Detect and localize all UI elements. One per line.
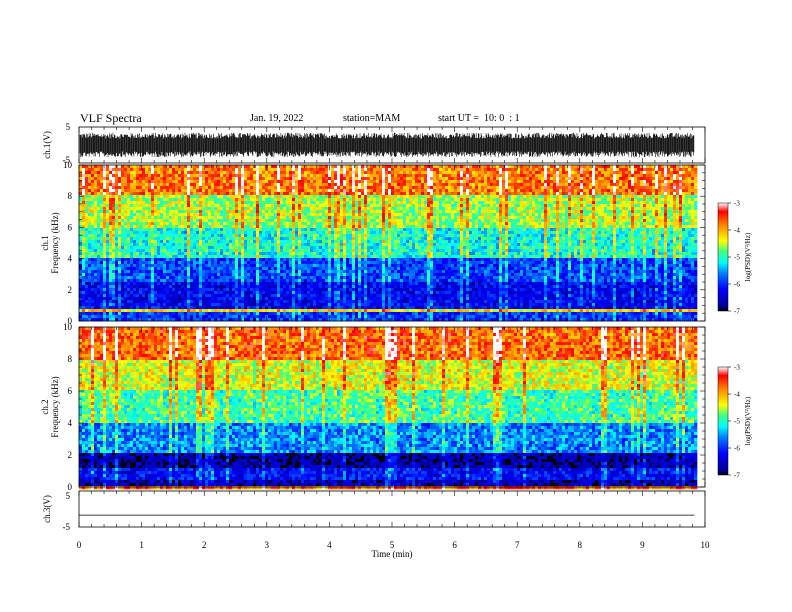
start-time-label: start UT = 10: 0 : 1 (438, 113, 520, 124)
time-axis-label: Time (min) (372, 549, 413, 559)
colorbar-ch1-gradient (717, 202, 729, 312)
colorbar-tick-label: -6 (734, 281, 740, 289)
time-tick-label: 9 (640, 540, 645, 550)
waveform-ch3-panel: 5 -5 ch.3(V) 0 1 2 3 4 5 6 7 8 9 10 Time (min) (42, 490, 710, 559)
spectrogram-ytick-label: 0 (68, 482, 73, 492)
spectrogram-ch2-channel-label: ch.2 (40, 399, 50, 414)
colorbar-tick-label: -4 (734, 227, 740, 235)
waveform-ch3-ticks (78, 491, 706, 527)
ch1-ytick-bottom: -5 (63, 155, 71, 165)
waveform-ch3-frame (78, 490, 706, 528)
waveform-ch1-path (79, 132, 695, 158)
date-label: Jan. 19, 2022 (250, 113, 303, 124)
spectrogram-ytick-label: 8 (68, 191, 73, 201)
spectrogram-ch1-panel: 0 2 4 6 8 10 ch.1 Frequency (kHz) (40, 160, 706, 326)
spectrogram-ch1-ylabel: Frequency (kHz) (50, 212, 60, 273)
waveform-ch1-ticks (78, 127, 706, 163)
spectrogram-ch2-ylabel: Frequency (kHz) (50, 376, 60, 437)
colorbar-tick-label: -7 (734, 472, 740, 480)
spectrogram-ytick-label: 4 (68, 418, 73, 428)
time-tick-label: 3 (265, 540, 270, 550)
waveform-ch1-trace (79, 132, 695, 158)
time-tick-label: 4 (327, 540, 332, 550)
colorbar-ch1: -7 -6 -5 -4 -3 log(PSD)(V²/Hz) (717, 200, 752, 316)
time-tick-label: 5 (390, 540, 395, 550)
time-tick-label: 7 (515, 540, 520, 550)
colorbar-ch1-ticks: -7 -6 -5 -4 -3 (728, 200, 740, 316)
time-tick-label: 1 (139, 540, 144, 550)
waveform-ch1-panel: 5 -5 ch.1(V) (42, 122, 706, 165)
spectrogram-ytick-label: 8 (68, 354, 73, 364)
time-tick-label: 2 (202, 540, 207, 550)
spectrogram-ch1-ticks (78, 164, 706, 322)
time-tick-label: 8 (578, 540, 583, 550)
colorbar-ch2-gradient (717, 366, 729, 476)
colorbar-ch2-label: log(PSD)(V²/Hz) (744, 396, 752, 445)
ch3-ytick-top: 5 (66, 491, 71, 501)
colorbar-tick-label: -6 (734, 445, 740, 453)
time-tick-label: 6 (452, 540, 457, 550)
spectrogram-ytick-label: 2 (68, 285, 73, 295)
time-axis-tick-labels: 0 1 2 3 4 5 6 7 8 9 10 (77, 540, 710, 550)
colorbar-ch1-label: log(PSD)(V²/Hz) (744, 232, 752, 281)
time-tick-label: 10 (701, 540, 711, 550)
ch1-waveform-ylabel: ch.1(V) (42, 131, 52, 159)
spectrogram-ytick-label: 10 (63, 160, 73, 170)
colorbar-ch2: -7 -6 -5 -4 -3 log(PSD)(V²/Hz) (717, 364, 752, 480)
colorbar-tick-label: -3 (734, 200, 740, 208)
spectrogram-ch2-ytick-labels: 0 2 4 6 8 10 (63, 322, 73, 492)
ch1-ytick-top: 5 (66, 122, 71, 132)
spectrogram-ch1-ytick-labels: 0 2 4 6 8 10 (63, 160, 73, 326)
spectrogram-ytick-label: 0 (68, 316, 73, 326)
spectrogram-ytick-label: 6 (68, 386, 73, 396)
spectrogram-ch2-ticks (78, 326, 706, 488)
ch3-ytick-bottom: -5 (63, 522, 71, 532)
colorbar-tick-label: -3 (734, 364, 740, 372)
spectrogram-ch2-panel: 0 2 4 6 8 10 ch.2 Frequency (kHz) (40, 322, 706, 492)
chart-title: VLF Spectra (80, 111, 142, 126)
colorbar-tick-label: -5 (734, 418, 740, 426)
spectrogram-ch1-image (79, 165, 698, 322)
colorbar-tick-label: -4 (734, 391, 740, 399)
colorbar-tick-label: -5 (734, 254, 740, 262)
colorbar-ch2-ticks: -7 -6 -5 -4 -3 (728, 364, 740, 480)
spectrogram-ytick-label: 4 (68, 254, 73, 264)
colorbar-tick-label: -7 (734, 308, 740, 316)
ch3-waveform-ylabel: ch.3(V) (42, 495, 52, 523)
spectrogram-ch2-image (79, 327, 698, 490)
time-tick-label: 0 (77, 540, 82, 550)
spectrogram-ytick-label: 2 (68, 450, 73, 460)
spectrogram-ytick-label: 6 (68, 222, 73, 232)
station-label: station=MAM (343, 113, 400, 124)
spectrogram-ch1-channel-label: ch.1 (40, 235, 50, 250)
spectrogram-ytick-label: 10 (63, 322, 73, 332)
